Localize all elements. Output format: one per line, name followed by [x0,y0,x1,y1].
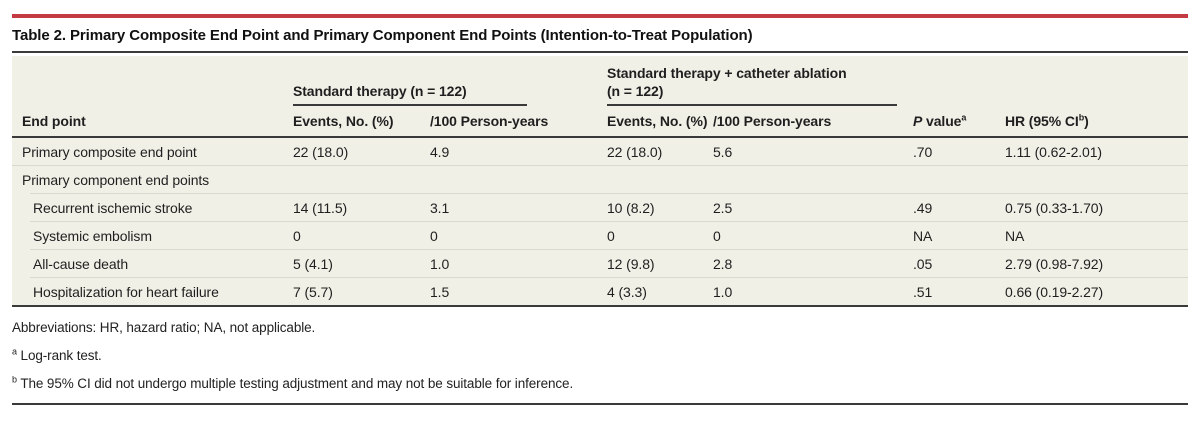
footnote-a-text: Log-rank test. [16,348,102,363]
cell: 1.11 (0.62-2.01) [1005,143,1102,160]
cell: NA [913,227,933,244]
group-header-line: (n = 122) [607,83,664,99]
cell: 22 (18.0) [607,143,663,160]
group-header-standard-therapy-ablation: Standard therapy + catheter ablation (n … [607,64,897,106]
cell: .05 [913,255,933,272]
cell: 12 (9.8) [607,255,655,272]
figure-bottom-rule [12,403,1188,405]
group-header-line: Standard therapy + catheter ablation [607,65,847,81]
cell: 5 (4.1) [293,255,333,272]
row-label: Recurrent ischemic stroke [33,199,193,216]
cell: 10 (8.2) [607,199,655,216]
footnote-b-marker: b [12,374,17,385]
footnote-b-text: The 95% CI did not undergo multiple test… [16,376,574,391]
p-value-rest: value [922,113,962,129]
cell: 4.9 [430,143,450,160]
column-header-p-value: P valuea [913,113,1005,129]
cell: 7 (5.7) [293,283,333,300]
abbreviations-note: Abbreviations: HR, hazard ratio; NA, not… [12,320,316,335]
table-row: Recurrent ischemic stroke 14 (11.5) 3.1 … [12,194,1188,221]
p-value-italic: P [913,113,923,129]
cell: .51 [913,283,933,300]
cell: .49 [913,199,933,216]
column-header-person-years-std: /100 Person-years [430,113,549,129]
table-row: Systemic embolism 0 0 0 0 NA NA [12,222,1188,249]
cell: 0 [713,227,721,244]
cell: 3.1 [430,199,450,216]
footnote-a: a Log-rank test. [12,347,1188,365]
cell: 0.66 (0.19-2.27) [1005,283,1104,300]
row-separator [30,249,1188,250]
cell: 2.79 (0.98-7.92) [1005,255,1104,272]
column-header-end-point: End point [22,113,86,129]
cell: 4 (3.3) [607,283,647,300]
row-separator [12,165,1188,166]
column-group-header-row: Standard therapy (n = 122) Standard ther… [12,56,1188,106]
cell: .70 [913,143,933,160]
data-table: Standard therapy (n = 122) Standard ther… [12,56,1188,307]
row-separator [30,193,1188,194]
cell: NA [1005,227,1025,244]
hr-label: HR (95% CI [1005,113,1079,129]
footnote-b: b The 95% CI did not undergo multiple te… [12,375,1188,393]
cell: 14 (11.5) [293,199,348,216]
cell: 1.5 [430,283,450,300]
cell: 2.5 [713,199,733,216]
group-header-standard-therapy: Standard therapy (n = 122) [293,82,527,106]
table-bottom-rule [12,305,1188,307]
row-label: Hospitalization for heart failure [33,283,219,300]
hr-label-close: ) [1084,113,1089,129]
column-header-events-ablation: Events, No. (%) [607,113,708,129]
cell: 1.0 [713,283,733,300]
table-figure: Table 2. Primary Composite End Point and… [0,14,1200,405]
cell: 2.8 [713,255,733,272]
row-separator [30,221,1188,222]
table-row: Primary composite end point 22 (18.0) 4.… [12,138,1188,165]
footnote-a-marker: a [12,346,17,357]
table-row: All-cause death 5 (4.1) 1.0 12 (9.8) 2.8… [12,250,1188,277]
row-label: Primary component end points [22,171,210,188]
cell: 0 [607,227,615,244]
row-label: Primary composite end point [22,143,197,160]
cell: 22 (18.0) [293,143,349,160]
accent-top-bar [12,14,1188,18]
footnote-marker-a: a [961,112,967,123]
table-row: Hospitalization for heart failure 7 (5.7… [12,278,1188,305]
footnote-marker-b: b [1078,112,1085,123]
row-label: Systemic embolism [33,227,152,244]
cell: 5.6 [713,143,733,160]
cell: 0 [293,227,301,244]
column-header-events-std: Events, No. (%) [293,113,394,129]
cell: 0.75 (0.33-1.70) [1005,199,1104,216]
group-header-line: Standard therapy (n = 122) [293,83,467,99]
cell: 0 [430,227,438,244]
table-row-group-label: Primary component end points [12,166,1188,193]
column-header-row: End point Events, No. (%) /100 Person-ye… [12,106,1188,138]
row-separator [30,277,1188,278]
row-label: All-cause death [33,255,129,272]
cell: 1.0 [430,255,450,272]
column-header-person-years-ablation: /100 Person-years [713,113,832,129]
title-rule [12,51,1188,53]
footnotes: Abbreviations: HR, hazard ratio; NA, not… [12,307,1188,393]
column-header-hr: HR (95% CIb) [1005,113,1188,129]
table-title: Table 2. Primary Composite End Point and… [12,27,753,44]
